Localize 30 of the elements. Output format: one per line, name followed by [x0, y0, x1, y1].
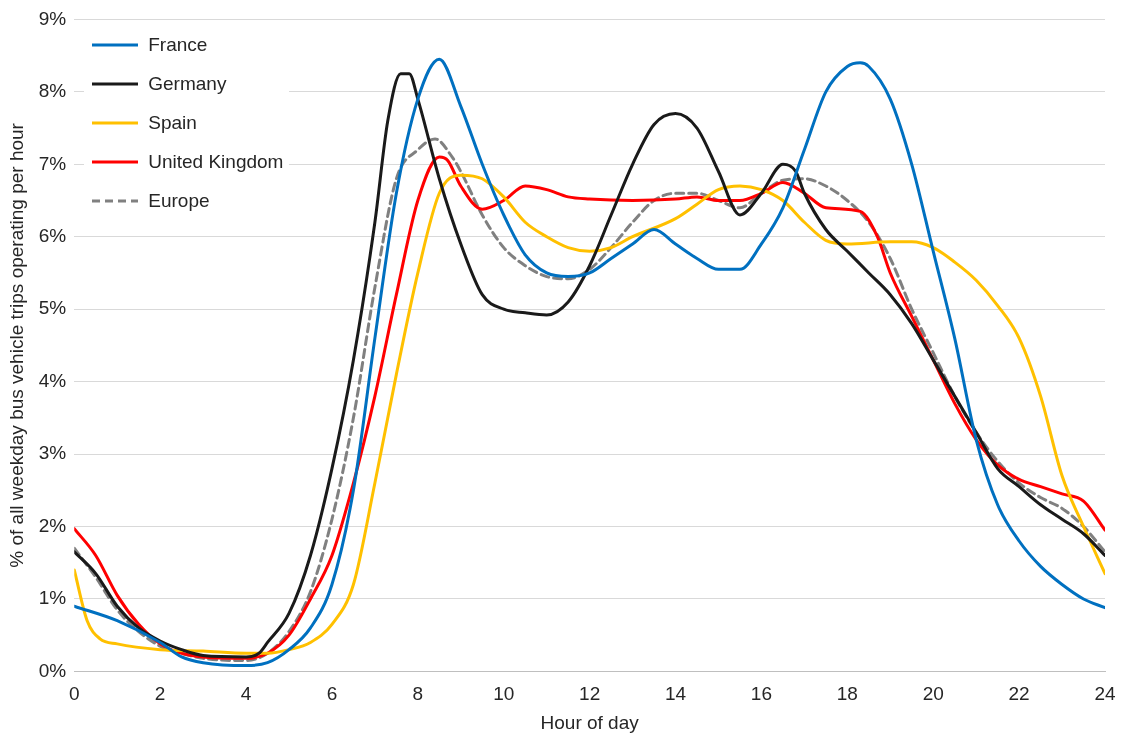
legend-label: Europe	[148, 189, 210, 212]
y-tick-label: 9%	[38, 7, 67, 29]
x-tick-label: 6	[326, 683, 338, 705]
y-tick-label: 4%	[38, 369, 67, 391]
x-tick-label: 18	[836, 683, 858, 705]
legend-label: France	[148, 33, 208, 56]
x-tick-label: 4	[240, 683, 252, 705]
y-tick-label: 1%	[38, 587, 67, 609]
y-tick-label: 6%	[38, 224, 67, 246]
x-tick-label: 22	[1008, 683, 1030, 705]
x-tick-label: 24	[1094, 683, 1116, 705]
x-tick-label: 10	[493, 683, 515, 705]
y-axis-title: % of all weekday bus vehicle trips operating per hour	[5, 122, 27, 568]
legend-label: Germany	[148, 72, 227, 95]
x-axis-title: Hour of day	[540, 711, 640, 733]
y-tick-label: 2%	[38, 514, 67, 536]
x-tick-label: 8	[412, 683, 424, 705]
y-tick-label: 3%	[38, 442, 67, 464]
y-tick-label: 0%	[38, 659, 67, 681]
x-tick-label: 12	[579, 683, 601, 705]
y-tick-label: 8%	[38, 80, 67, 102]
x-tick-label: 16	[750, 683, 772, 705]
legend-label: United Kingdom	[148, 150, 284, 173]
y-tick-label: 7%	[38, 152, 67, 174]
legend-label: Spain	[148, 111, 197, 134]
x-tick-label: 14	[664, 683, 687, 705]
x-tick-label: 20	[922, 683, 944, 705]
x-tick-label: 0	[68, 683, 80, 705]
y-tick-label: 5%	[38, 297, 67, 319]
x-tick-label: 2	[154, 683, 166, 705]
